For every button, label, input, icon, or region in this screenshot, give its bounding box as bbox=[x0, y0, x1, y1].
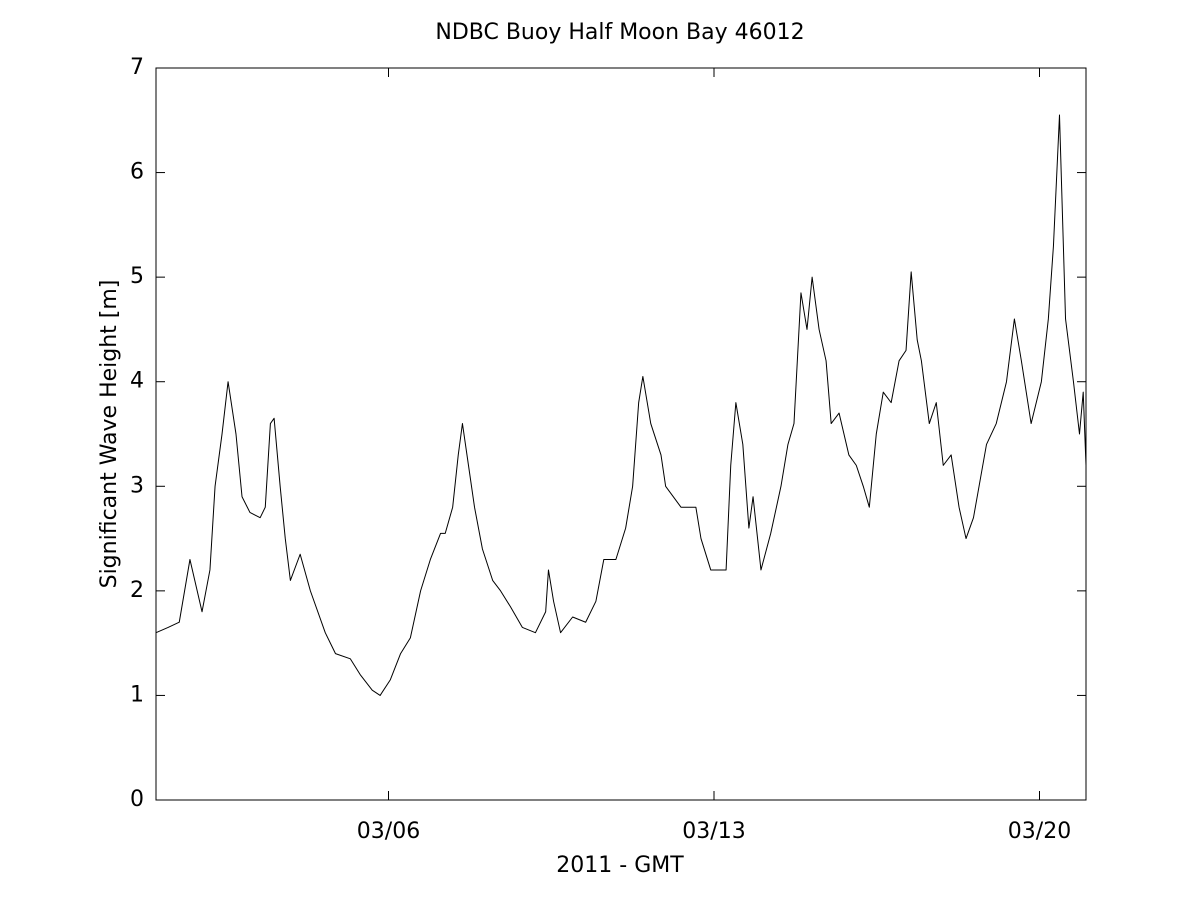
x-tick-label: 03/06 bbox=[357, 819, 420, 844]
plot-frame bbox=[155, 67, 1087, 801]
y-tick-label: 3 bbox=[130, 473, 144, 498]
y-tick-label: 7 bbox=[130, 55, 144, 80]
y-tick-label: 0 bbox=[130, 787, 144, 812]
y-tick-label: 2 bbox=[130, 578, 144, 603]
x-tick-label: 03/13 bbox=[682, 819, 745, 844]
y-tick-label: 4 bbox=[130, 369, 144, 394]
data-line bbox=[155, 114, 1087, 696]
x-axis-label: 2011 - GMT bbox=[556, 853, 684, 878]
y-tick-label: 1 bbox=[130, 682, 144, 707]
y-axis-label: Significant Wave Height [m] bbox=[97, 280, 122, 589]
x-tick-label: 03/20 bbox=[1008, 819, 1071, 844]
y-tick-label: 6 bbox=[130, 160, 144, 185]
chart-title: NDBC Buoy Half Moon Bay 46012 bbox=[435, 20, 804, 45]
y-tick-label: 5 bbox=[130, 264, 144, 289]
